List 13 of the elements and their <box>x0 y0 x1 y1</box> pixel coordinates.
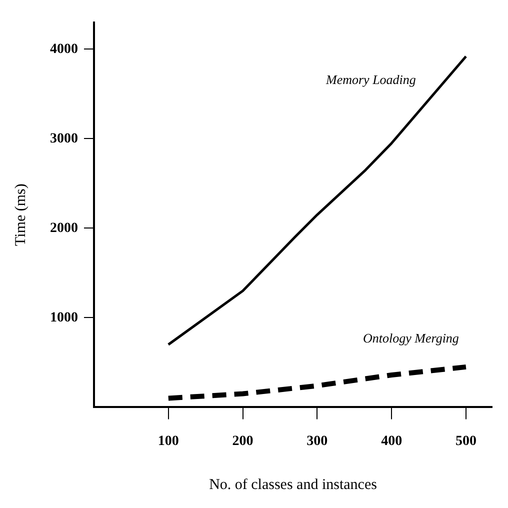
x-tick-label: 500 <box>455 434 476 450</box>
x-tick-label: 200 <box>232 434 254 450</box>
x-tick-label: 300 <box>306 434 328 450</box>
x-tick-label: 400 <box>381 434 402 450</box>
y-axis-title: Time (ms) <box>12 184 29 246</box>
y-tick-label: 1000 <box>50 310 78 326</box>
y-tick-label: 2000 <box>50 220 78 236</box>
series-label: Ontology Merging <box>363 330 460 346</box>
series-label: Memory Loading <box>325 72 416 87</box>
x-tick-label: 100 <box>158 434 179 450</box>
y-tick-label: 3000 <box>50 131 78 146</box>
x-axis-title: No. of classes and instances <box>209 476 378 493</box>
y-tick-label: 4000 <box>50 42 78 57</box>
